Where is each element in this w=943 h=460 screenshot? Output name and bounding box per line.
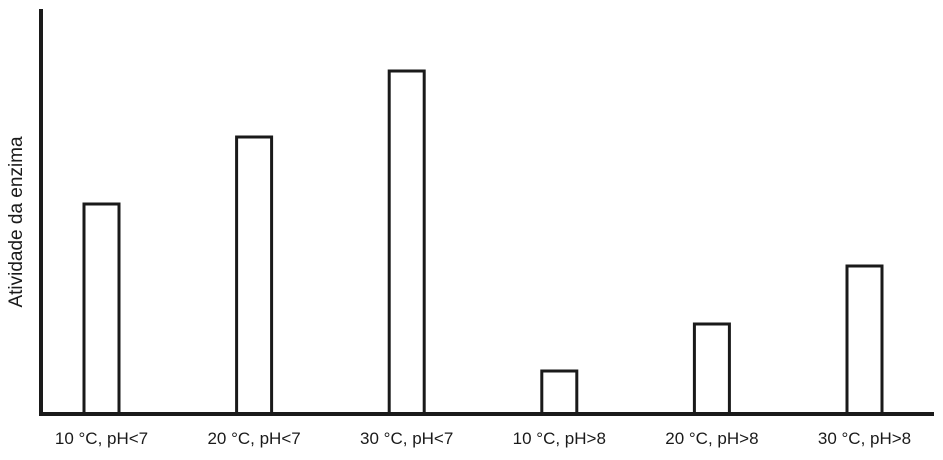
bar-5 — [692, 322, 731, 416]
x-tick-label-6: 30 °C, pH>8 — [818, 429, 911, 448]
x-tick-label-1: 10 °C, pH<7 — [55, 429, 148, 448]
x-tick-label-2: 20 °C, pH<7 — [207, 429, 300, 448]
x-tick-label-3: 30 °C, pH<7 — [360, 429, 453, 448]
x-tick-label-4: 10 °C, pH>8 — [513, 429, 606, 448]
bar-6 — [845, 264, 884, 416]
bar-3 — [387, 69, 426, 416]
x-tick-label-5: 20 °C, pH>8 — [665, 429, 758, 448]
bar-1 — [82, 202, 121, 416]
bars-group — [82, 69, 884, 416]
bar-4 — [540, 369, 579, 416]
bar-2 — [235, 135, 274, 416]
y-axis-label: Atividade da enzima — [6, 136, 27, 308]
x-tick-labels: 10 °C, pH<7 20 °C, pH<7 30 °C, pH<7 10 °C, … — [55, 429, 911, 448]
